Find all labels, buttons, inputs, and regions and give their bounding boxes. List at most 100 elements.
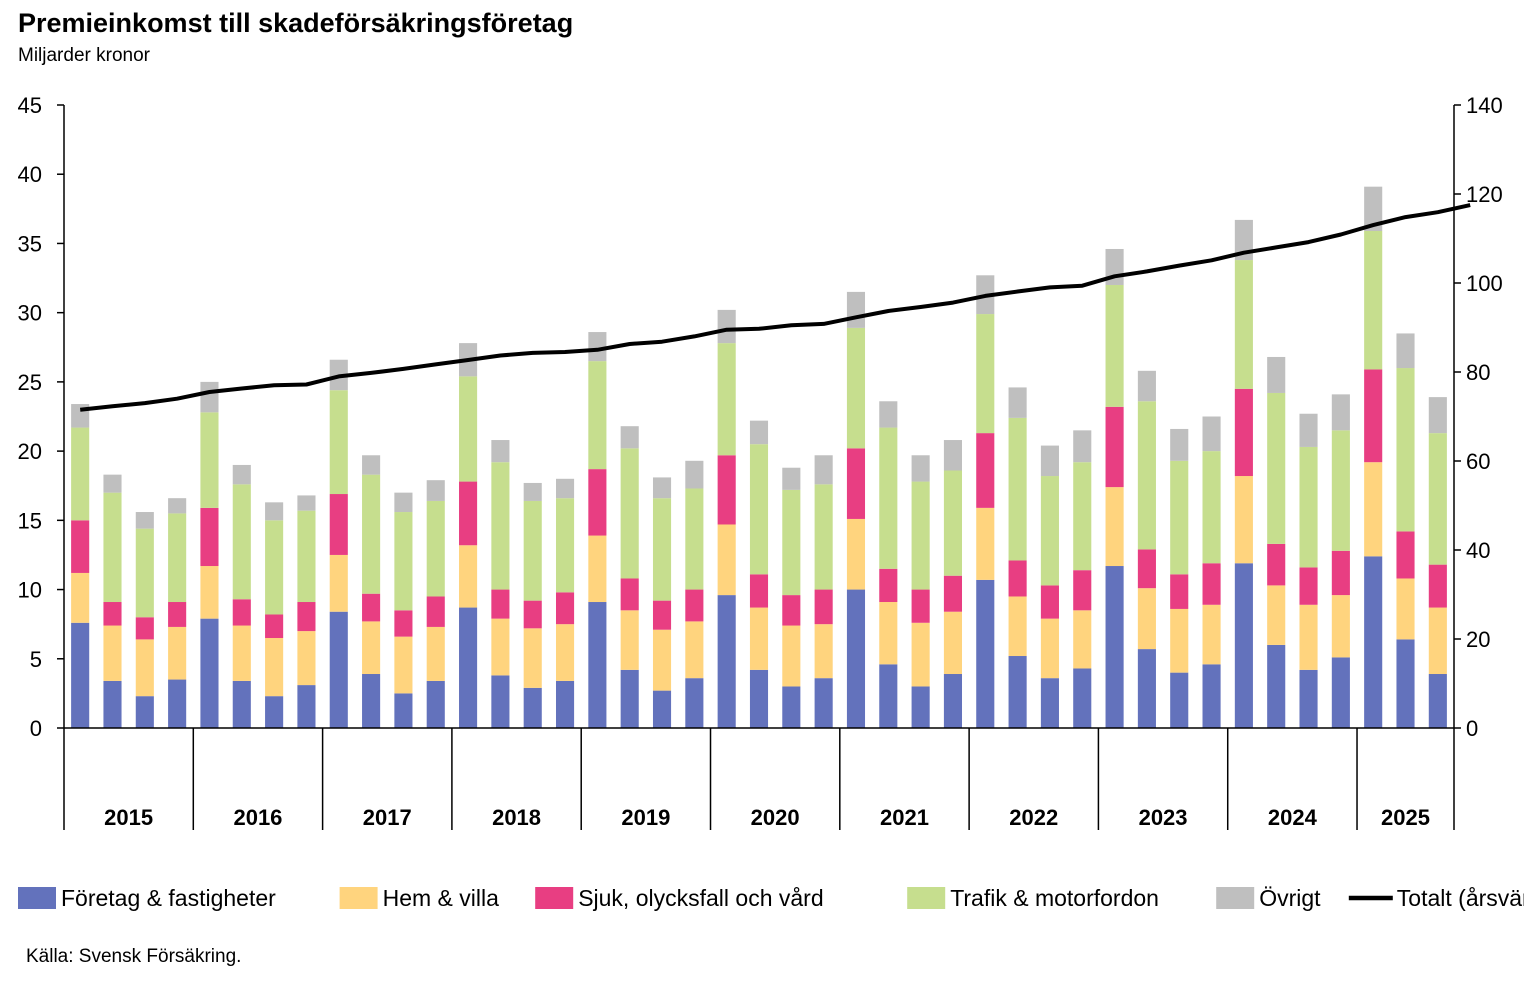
bar-segment [200,618,219,728]
bar-segment [1364,230,1383,370]
legend-swatch [18,887,56,909]
bar-segment [491,618,510,676]
bar-segment [329,390,348,495]
bar-segment [943,440,963,471]
bar-segment [200,412,219,508]
bar-segment [297,602,316,632]
bar-segment [459,481,478,546]
bar-segment [1267,543,1286,586]
bar-segment [1396,368,1415,532]
bar-segment [749,574,769,608]
y-tick-label-left: 40 [18,162,42,187]
bar-segment [1073,430,1092,463]
bar-segment [426,480,445,501]
bar-segment [1202,604,1221,665]
legend-swatch [1216,887,1255,909]
bar-segment [588,535,607,603]
bar-segment [620,426,639,449]
bar-segment [717,455,736,525]
bar-segment [1137,370,1156,402]
bar-segment [1073,570,1092,611]
bar-segment [1267,356,1286,393]
bar-segment [71,427,90,521]
bar-segment [782,625,801,687]
bar-segment [426,500,445,597]
y-tick-label-right: 120 [1466,182,1503,207]
bar-segment [943,575,963,612]
bar-segment [103,680,122,728]
bar-segment [749,444,769,575]
bar-segment [1073,668,1092,728]
bar-segment [394,693,413,728]
y-tick-label-right: 140 [1466,93,1503,118]
bar-segment [652,477,672,499]
bar-segment [168,513,187,603]
bar-segment [200,566,219,619]
bar-segment [1331,595,1350,658]
bar-segment [362,621,381,675]
bar-segment [1331,430,1350,551]
x-tick-label-year: 2025 [1381,805,1430,830]
bar-segment [1428,607,1447,675]
bar-segment [652,600,672,630]
bar-segment [976,579,995,728]
bar-segment [523,628,542,688]
bar-segment [1364,462,1383,557]
bar-segment [717,309,736,344]
bar-segment [135,696,154,728]
bar-segment [135,639,154,697]
bar-segment [976,433,995,508]
legend-swatch [907,887,946,909]
bar-segment [1008,656,1027,728]
bar-segment [1299,567,1318,605]
bar-segment [1202,416,1221,452]
bar-segment [814,624,833,679]
y-tick-label-right: 0 [1466,716,1478,741]
bar-segment [71,622,90,728]
bar-segment [1234,476,1253,564]
bar-segment [459,607,478,728]
bar-segment [1428,397,1447,434]
bar-segment [1105,487,1124,567]
bar-segment [717,595,736,728]
legend-label: Hem & villa [383,885,500,911]
bar-segment [652,629,672,691]
bar-segment [685,488,704,590]
bar-segment [717,524,736,596]
legend-label: Trafik & motorfordon [950,885,1159,911]
bar-segment [426,626,445,681]
bar-segment [1299,604,1318,670]
bar-segment [976,507,995,580]
bar-segment [846,589,866,728]
x-tick-label-year: 2022 [1009,805,1058,830]
bar-segment [1008,560,1027,597]
bar-segment [749,607,769,670]
bar-segment [1105,566,1124,728]
bar-segment [749,669,769,728]
bar-segment [394,636,413,694]
y-tick-label-right: 80 [1466,360,1490,385]
bar-segment [200,507,219,567]
y-tick-label-left: 35 [18,231,42,256]
bar-segment [814,484,833,590]
bar-segment [232,625,251,681]
bar-segment [846,327,866,449]
bar-segment [1137,649,1156,728]
legend-label: Sjuk, olycksfall och vård [578,885,823,911]
bar-segment [1299,413,1318,447]
bar-segment [943,674,963,728]
bar-segment [1073,462,1092,571]
bar-segment [1234,563,1253,728]
bar-segment [232,464,251,485]
bar-segment [1331,550,1350,596]
y-tick-label-left: 25 [18,370,42,395]
bar-segment [265,520,284,615]
bar-segment [1299,446,1318,568]
bar-segment [717,343,736,456]
bar-segment [943,611,963,675]
bar-segment [459,376,478,482]
bar-segment [1105,284,1124,407]
bar-segment [782,467,801,490]
bar-segment [879,401,898,428]
bar-segment [782,489,801,596]
